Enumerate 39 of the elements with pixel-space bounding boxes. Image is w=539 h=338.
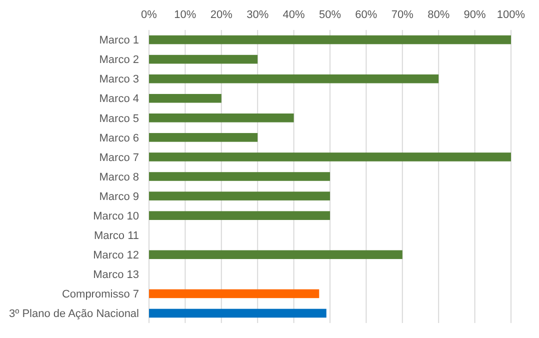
- bar: [149, 308, 326, 318]
- y-tick-label: Marco 3: [99, 74, 139, 86]
- y-tick-label: Marco 9: [99, 190, 139, 203]
- y-tick-label: Marco 13: [93, 269, 139, 282]
- bar: [149, 94, 222, 103]
- y-tick-label: 3º Plano de Ação Nacional: [9, 308, 139, 320]
- y-tick-label: Marco 10: [93, 210, 139, 222]
- bar: [149, 289, 320, 298]
- bar: [149, 211, 330, 220]
- bar: [149, 133, 258, 142]
- bar: [149, 172, 330, 181]
- y-tick-label: Marco 4: [99, 93, 139, 106]
- x-tick-label: 0%: [141, 9, 158, 21]
- x-tick-label: 30%: [246, 9, 269, 21]
- x-tick-label: 40%: [282, 9, 306, 21]
- bar: [149, 152, 511, 162]
- bar: [149, 114, 294, 122]
- bar: [149, 250, 402, 260]
- bar: [149, 74, 439, 84]
- y-tick-label: Marco 12: [93, 249, 139, 262]
- x-tick-label: 10%: [174, 9, 196, 21]
- x-tick-label: 50%: [318, 9, 342, 21]
- y-tick-label: Marco 7: [99, 152, 139, 164]
- y-tick-label: Marco 8: [99, 171, 139, 184]
- y-tick-label: Marco 2: [99, 54, 139, 66]
- x-tick-label: 70%: [391, 9, 414, 21]
- x-tick-label: 90%: [464, 9, 486, 21]
- x-tick-label: 100%: [496, 9, 526, 21]
- y-tick-label: Compromisso 7: [62, 288, 139, 301]
- y-tick-label: Marco 6: [99, 132, 139, 144]
- x-tick-label: 60%: [355, 9, 378, 21]
- bar: [149, 54, 258, 64]
- y-tick-label: Marco 11: [94, 230, 139, 242]
- x-tick-label: 80%: [428, 9, 450, 21]
- y-tick-label: Marco 5: [99, 112, 139, 125]
- x-tick-label: 20%: [210, 9, 233, 21]
- y-tick-label: Marco 1: [99, 34, 139, 47]
- bar: [149, 35, 511, 44]
- bar: [149, 192, 330, 200]
